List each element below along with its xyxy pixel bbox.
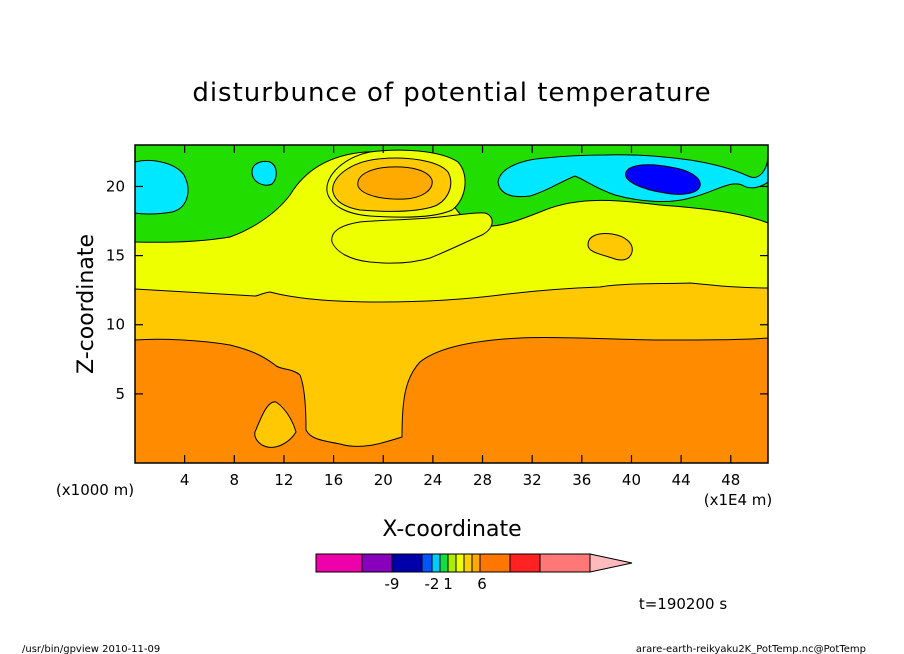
x-axis: 4 8 12 16 20 24 28 32 36 40 44 48	[180, 145, 740, 489]
y-tick-label: 15	[106, 247, 125, 265]
colorbar-tick-label: -9	[385, 575, 400, 593]
colorbar-labels: -9 -2 1 6	[385, 575, 487, 593]
contour-cool-left	[135, 160, 189, 215]
y-tick-label: 10	[106, 316, 125, 334]
time-label: t=190200 s	[639, 595, 727, 613]
x-unit-right: (x1E4 m)	[704, 491, 773, 509]
colorbar-cell	[421, 553, 433, 573]
x-tick-label: 28	[473, 471, 492, 489]
plot-area	[135, 145, 768, 463]
colorbar-tick-label: -2	[425, 575, 440, 593]
colorbar-cell	[471, 553, 481, 573]
colorbar-cell	[431, 553, 441, 573]
colorbar-extend-arrow	[589, 553, 633, 573]
x-tick-label: 36	[572, 471, 591, 489]
contour-pocket-upper-core	[357, 166, 433, 200]
colorbar-cell	[391, 553, 423, 573]
x-unit-left: (x1000 m)	[56, 481, 134, 499]
x-tick-label: 8	[230, 471, 240, 489]
x-tick-label: 48	[721, 471, 740, 489]
contour-lobe-middle	[331, 212, 493, 264]
contour-pocket-right	[587, 233, 633, 261]
colorbar-cell	[447, 553, 457, 573]
x-tick-label: 32	[523, 471, 542, 489]
colorbar	[315, 553, 633, 573]
x-tick-label: 4	[180, 471, 190, 489]
footer-right: arare-earth-reikyaku2K_PotTemp.nc@PotTem…	[636, 644, 866, 654]
colorbar-cell	[479, 553, 511, 573]
colorbar-cell	[539, 553, 591, 573]
colorbar-cell	[361, 553, 393, 573]
x-tick-label: 44	[672, 471, 691, 489]
x-tick-label: 16	[324, 471, 343, 489]
y-axis: 5 10 15 20	[106, 177, 768, 403]
colorbar-tick-label: 1	[443, 575, 453, 593]
x-tick-label: 12	[274, 471, 293, 489]
colorbar-tick-label: 6	[477, 575, 487, 593]
y-tick-label: 20	[106, 177, 125, 195]
y-axis-label: Z-coordinate	[74, 234, 99, 374]
y-tick-label: 5	[115, 385, 125, 403]
x-tick-label: 20	[374, 471, 393, 489]
contour-cool-small	[251, 160, 277, 186]
colorbar-cell	[509, 553, 541, 573]
x-tick-label: 40	[622, 471, 641, 489]
contour-coldest	[625, 164, 701, 195]
x-tick-label: 24	[423, 471, 442, 489]
contour-pocket-bottom	[254, 401, 297, 448]
colorbar-cell	[439, 553, 449, 573]
x-axis-label: X-coordinate	[382, 517, 521, 542]
colorbar-cell	[315, 553, 363, 573]
plot-frame	[134, 144, 769, 464]
footer-left: /usr/bin/gpview 2010-11-09	[22, 644, 160, 654]
chart-title: disturbunce of potential temperature	[192, 78, 711, 108]
colorbar-cell	[455, 553, 465, 573]
colorbar-cell	[463, 553, 473, 573]
